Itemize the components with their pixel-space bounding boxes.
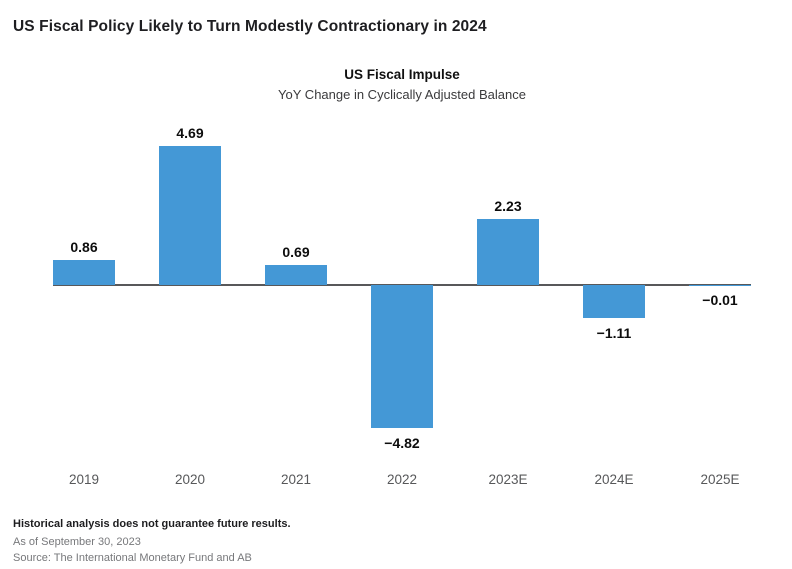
bar-2024E	[583, 285, 645, 318]
x-axis-label: 2022	[386, 472, 418, 487]
x-axis-baseline	[53, 284, 751, 286]
x-axis-label: 2024E	[594, 472, 634, 487]
footer-source: Source: The International Monetary Fund …	[13, 552, 252, 564]
bar-2022	[371, 285, 433, 428]
page-title: US Fiscal Policy Likely to Turn Modestly…	[13, 18, 487, 35]
chart-title: US Fiscal Impulse	[344, 67, 460, 82]
bar-value-label: −0.01	[702, 292, 738, 309]
bar-value-label: 2.23	[494, 197, 522, 214]
bar-value-label: −4.82	[384, 434, 420, 451]
x-axis-label: 2023E	[488, 472, 528, 487]
x-axis-label: 2020	[174, 472, 206, 487]
x-axis-label: 2025E	[700, 472, 740, 487]
x-axis-label: 2019	[68, 472, 100, 487]
x-axis-label: 2021	[280, 472, 312, 487]
footer-as-of-date: As of September 30, 2023	[13, 536, 141, 548]
bar-2020	[159, 146, 221, 285]
bar-2021	[265, 264, 327, 285]
bar-value-label: 0.86	[70, 238, 98, 255]
bar-2019	[53, 259, 115, 285]
bar-value-label: −1.11	[596, 324, 632, 341]
bar-2023E	[477, 218, 539, 285]
footer-disclaimer: Historical analysis does not guarantee f…	[13, 518, 291, 530]
bar-value-label: 0.69	[282, 243, 310, 260]
bar-value-label: 4.69	[176, 125, 204, 142]
chart-subtitle: YoY Change in Cyclically Adjusted Balanc…	[278, 87, 526, 102]
